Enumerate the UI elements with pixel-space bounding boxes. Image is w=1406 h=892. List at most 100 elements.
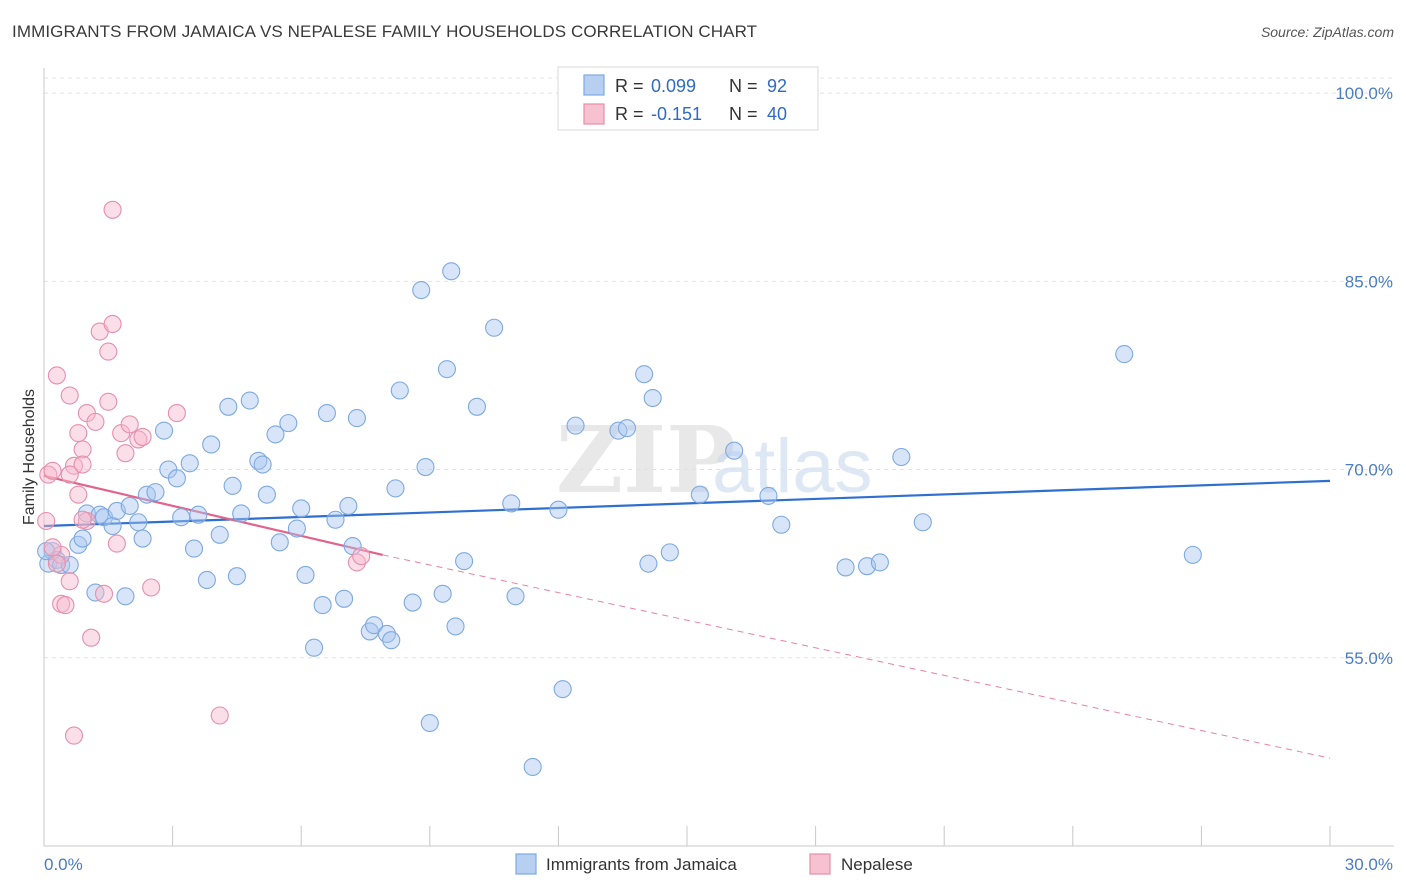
- gridlines: [44, 77, 1394, 659]
- point-jamaica-39: [279, 414, 298, 433]
- point-jamaica-36: [257, 485, 276, 504]
- correlation-legend: R = 0.099 N = 92 R = -0.151 N = 40: [557, 66, 819, 131]
- point-jamaica-44: [313, 596, 332, 615]
- point-nepalese-9: [64, 726, 84, 745]
- point-nepalese-23: [103, 200, 122, 219]
- point-jamaica-24: [184, 539, 204, 558]
- legend-swatch-nepalese: [583, 103, 605, 125]
- point-nepalese-22: [99, 342, 118, 361]
- trend-line-nepalese-extrapolated: [382, 554, 1331, 759]
- trend-line-jamaica: [43, 479, 1331, 528]
- point-jamaica-89: [1115, 345, 1134, 364]
- point-jamaica-87: [892, 447, 911, 467]
- chart-source: Source: ZipAtlas.com: [1260, 24, 1394, 40]
- point-jamaica-73: [566, 416, 585, 435]
- point-nepalese-20: [94, 584, 114, 603]
- point-nepalese-25: [107, 534, 126, 553]
- point-jamaica-86: [870, 553, 889, 572]
- point-jamaica-21: [167, 469, 186, 488]
- point-jamaica-43: [305, 638, 324, 657]
- point-jamaica-69: [506, 587, 525, 606]
- point-jamaica-33: [240, 391, 259, 410]
- point-nepalese-33: [210, 706, 229, 725]
- point-jamaica-82: [759, 486, 778, 505]
- point-jamaica-46: [326, 510, 345, 529]
- point-jamaica-35: [253, 455, 272, 474]
- series-legend-swatch-jamaica: [515, 853, 537, 875]
- legend-r-value-nepalese: -0.151: [651, 104, 702, 124]
- point-jamaica-63: [442, 262, 461, 281]
- point-nepalese-11: [69, 485, 88, 504]
- point-jamaica-64: [446, 617, 465, 636]
- point-jamaica-61: [433, 584, 452, 603]
- point-jamaica-80: [690, 485, 709, 504]
- point-jamaica-22: [172, 508, 191, 527]
- point-jamaica-90: [1183, 545, 1202, 564]
- point-nepalese-39: [60, 465, 79, 484]
- point-nepalese-21: [99, 392, 118, 411]
- point-jamaica-32: [232, 504, 251, 523]
- legend-r-label-nepalese: R =: [615, 104, 644, 124]
- point-jamaica-78: [643, 388, 662, 408]
- point-jamaica-56: [390, 381, 409, 400]
- point-nepalese-38: [73, 510, 92, 529]
- point-jamaica-27: [202, 435, 221, 454]
- point-jamaica-45: [317, 404, 336, 423]
- y-tick-label-70: 70.0%: [1345, 461, 1393, 480]
- point-nepalese-8: [60, 386, 79, 405]
- x-tick-label-min: 0.0%: [44, 855, 83, 874]
- legend-swatch-jamaica: [583, 74, 605, 96]
- point-nepalese-31: [142, 578, 161, 597]
- point-jamaica-68: [502, 494, 521, 513]
- series-legend-label-jamaica: Immigrants from Jamaica: [546, 855, 737, 874]
- point-jamaica-67: [485, 318, 504, 337]
- x-tick-label-max: 30.0%: [1345, 855, 1393, 874]
- point-nepalese-30: [133, 427, 152, 446]
- legend-n-value-nepalese: 40: [767, 104, 787, 124]
- point-jamaica-77: [639, 554, 658, 573]
- y-tick-label-85: 85.0%: [1345, 272, 1393, 291]
- point-jamaica-38: [270, 533, 289, 552]
- watermark-atlas: atlas: [712, 424, 873, 509]
- point-jamaica-6: [73, 529, 92, 548]
- point-jamaica-37: [266, 425, 285, 444]
- point-jamaica-40: [287, 519, 306, 538]
- point-jamaica-48: [339, 496, 358, 515]
- point-jamaica-65: [455, 552, 474, 571]
- point-jamaica-59: [416, 457, 435, 477]
- trend-lines: [43, 474, 1331, 759]
- point-jamaica-84: [836, 558, 855, 577]
- point-nepalese-13: [73, 440, 92, 459]
- point-nepalese-28: [120, 415, 139, 434]
- series-legend-label-nepalese: Nepalese: [841, 855, 913, 874]
- point-jamaica-88: [913, 513, 932, 532]
- y-tick-label-100: 100.0%: [1335, 84, 1393, 103]
- legend-n-label-jamaica: N =: [729, 76, 758, 96]
- point-jamaica-71: [549, 500, 568, 519]
- x-axis-ticks: [172, 826, 1331, 846]
- legend-n-label-nepalese: N =: [729, 104, 758, 124]
- point-jamaica-76: [635, 365, 654, 384]
- point-nepalese-17: [82, 628, 101, 647]
- point-jamaica-31: [227, 567, 246, 586]
- point-nepalese-12: [69, 424, 88, 443]
- point-jamaica-81: [725, 441, 744, 460]
- point-nepalese-2: [43, 461, 62, 480]
- point-nepalese-0: [37, 511, 56, 531]
- point-nepalese-6: [56, 596, 75, 615]
- point-jamaica-83: [772, 515, 791, 534]
- point-nepalese-7: [60, 572, 79, 591]
- point-jamaica-70: [523, 757, 542, 776]
- trend-line-nepalese: [43, 474, 383, 556]
- point-nepalese-3: [47, 366, 66, 385]
- point-jamaica-54: [382, 631, 401, 650]
- series-legend: Immigrants from Jamaica Nepalese: [515, 853, 913, 875]
- point-jamaica-26: [197, 570, 216, 590]
- point-jamaica-52: [365, 616, 384, 635]
- point-jamaica-50: [347, 409, 366, 428]
- point-jamaica-15: [129, 513, 148, 532]
- point-nepalese-14: [73, 455, 92, 474]
- point-nepalese-35: [352, 547, 371, 566]
- point-jamaica-30: [223, 476, 242, 495]
- point-nepalese-36: [47, 554, 66, 573]
